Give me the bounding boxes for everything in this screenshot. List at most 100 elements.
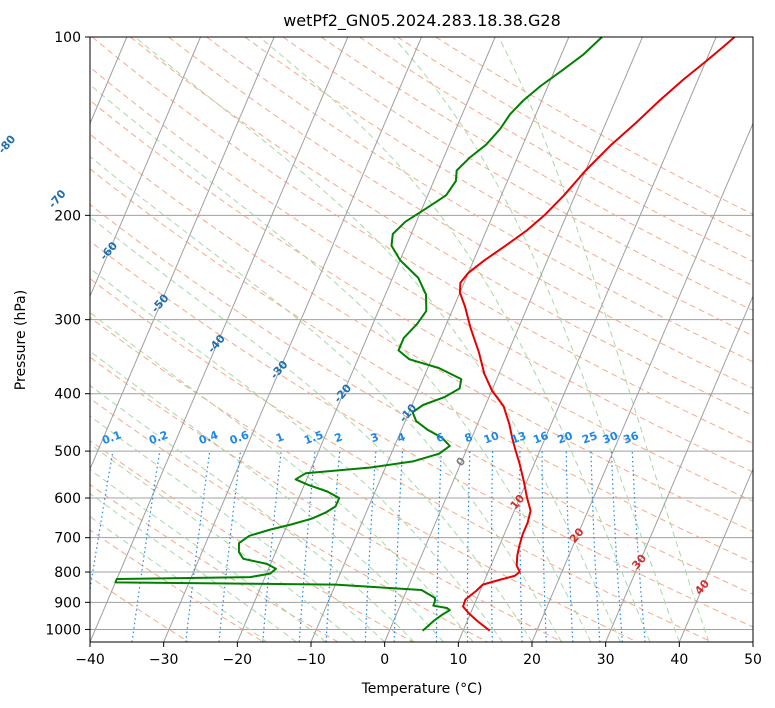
x-tick-label: 50 [744,652,762,668]
y-tick-label: 400 [54,387,81,403]
mixing-ratio-line [519,451,523,642]
moist-adiabat [90,493,297,642]
mixing-ratio-label: 36 [622,429,641,447]
dry-adiabat [90,440,414,642]
x-tick-label: 10 [449,652,467,668]
moist-adiabat [90,216,533,642]
dry-adiabat [206,37,753,363]
y-tick-label: 600 [54,491,81,507]
moist-adiabat [90,443,356,642]
isotherm [605,295,753,642]
x-tick-label: 20 [523,652,541,668]
dry-adiabat [90,529,264,642]
dry-adiabat [90,240,753,628]
moist-adiabat [90,311,474,642]
isotherm [384,37,643,642]
x-tick-label: 30 [597,652,615,668]
moist-adiabat [259,37,651,642]
profile-lines [114,37,736,632]
dry-adiabat [90,278,712,642]
moist-adiabat [90,469,327,642]
y-tick-label: 300 [54,313,81,329]
mixing-ratio-label: 3 [369,430,381,445]
moist-adiabat [90,415,386,642]
isotherm [678,467,753,642]
dry-adiabat [90,203,753,595]
dry-adiabat [282,37,753,312]
mixing-ratio-line [541,451,547,642]
mixing-ratio-line [590,451,601,642]
moist-adiabat [90,155,562,642]
mixing-ratio-label: 4 [395,430,407,445]
mixing-ratio-line [185,451,211,642]
y-tick-label: 700 [54,531,81,547]
isotherm [90,37,275,471]
isotherm-label: -70 [46,187,69,211]
mixing-ratio-line [298,451,316,642]
mixing-ratio-label: 10 [482,429,501,447]
dry-adiabat [90,316,638,642]
isotherm [457,37,717,642]
mixing-ratio-label: 0.6 [228,428,251,447]
mixing-ratio-line [565,451,574,642]
y-tick-label: 200 [54,208,81,224]
y-tick-label: 100 [54,30,81,46]
x-tick-label: −40 [75,652,105,668]
mixing-ratio-label: 2 [333,430,345,445]
chart-title: wetPf2_GN05.2024.283.18.38.G28 [283,11,561,31]
dry-adiabat [90,397,488,642]
mixing-ratio-label: 8 [463,430,475,445]
x-tick-label: −30 [149,652,179,668]
isotherm [90,37,201,298]
y-axis-label: Pressure (hPa) [13,290,29,390]
axes: −40 −30 −20 −10 0 10 20 30 40 5010020030040050060… [45,30,762,668]
mixing-ratio-label: 20 [556,429,575,447]
dry-adiabat [90,483,339,642]
mixing-ratio-label: 0.4 [197,428,220,447]
moist-adiabat [134,37,621,642]
isotherm [236,37,496,642]
dry-adiabat [91,37,753,445]
isotherm [310,37,570,642]
moist-adiabat [90,350,444,642]
mixing-ratio-label: 0.1 [100,428,123,447]
mixing-ratio-line [262,451,282,642]
isotherm-label: -80 [0,132,19,156]
mixing-ratio-line [90,450,114,594]
x-tick-label: −10 [296,652,326,668]
y-tick-label: 900 [54,595,81,611]
isotherm [163,37,422,642]
mixing-ratio-line [466,451,471,642]
y-tick-label: 500 [54,444,81,460]
mixing-ratio-line [364,451,377,642]
isotherm [531,122,753,642]
moist-adiabat [392,37,680,642]
temperature-line [458,37,736,632]
plot-area [90,37,753,642]
mixing-ratio-line [131,451,161,642]
mixing-ratio-line [218,451,242,642]
mixing-ratio-label: 1.5 [302,428,325,447]
mixing-ratio-line [490,451,494,642]
mixing-ratio-label: 0.2 [147,428,170,447]
x-tick-label: 40 [670,652,688,668]
mixing-ratio-label: 25 [580,429,599,446]
mixing-ratio-label: 30 [601,429,620,447]
dewpoint-line [114,37,603,632]
y-tick-label: 1000 [45,622,81,638]
dry-adiabat [359,37,753,262]
mixing-ratio-label: 6 [434,430,446,445]
dry-adiabat [90,133,753,533]
mixing-ratio-label: 1 [274,430,286,445]
mixing-ratio-line [325,451,341,642]
dry-adiabat [90,66,753,473]
dry-adiabat [168,37,753,389]
mixing-ratio-label: 16 [531,429,550,447]
moist-adiabat [90,267,503,642]
plot-frame [89,36,754,643]
x-tick-label: −20 [223,652,253,668]
background-lines [90,37,753,642]
mixing-ratio-line [631,451,646,642]
dry-adiabat [397,37,753,239]
